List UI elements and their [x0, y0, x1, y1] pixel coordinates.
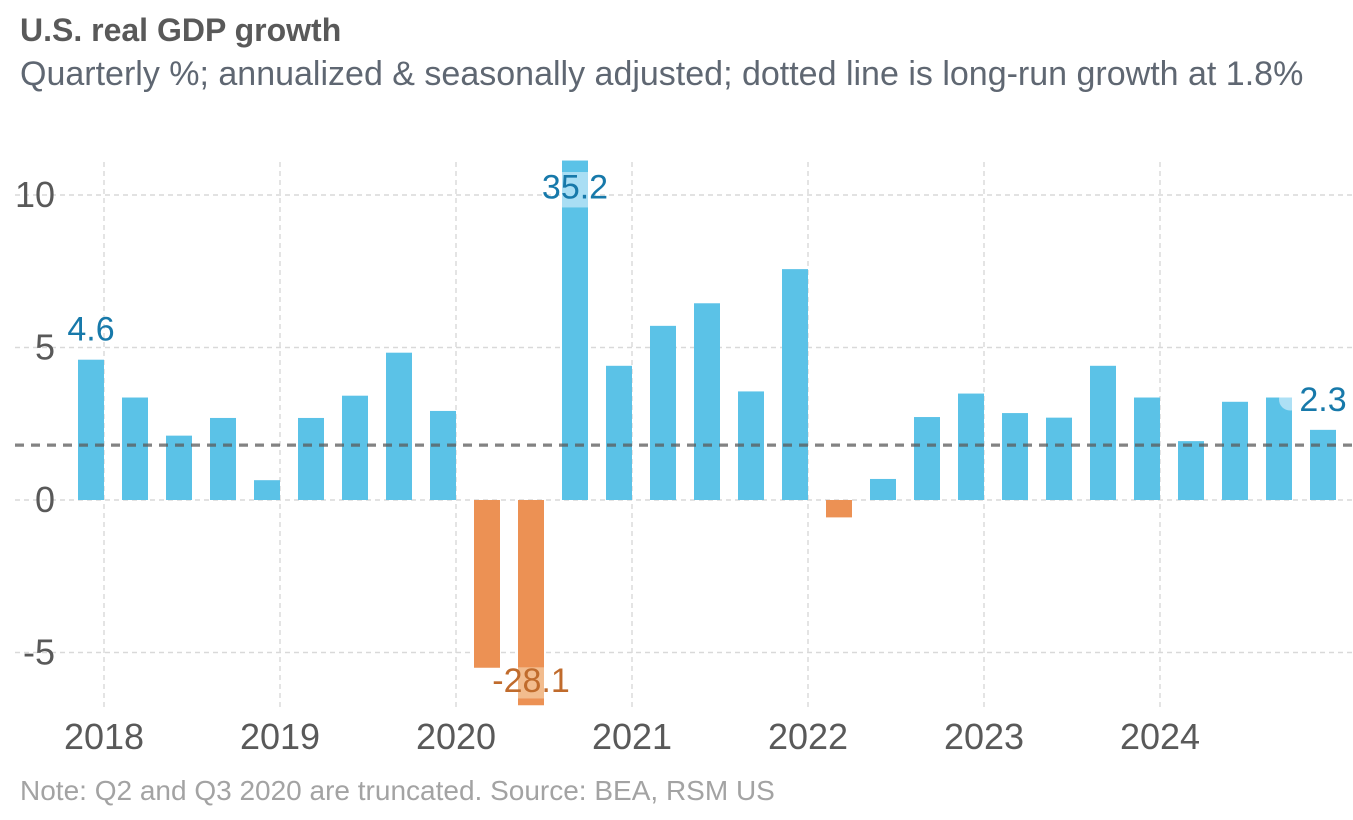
svg-text:2018: 2018	[64, 716, 144, 757]
svg-text:35.2: 35.2	[542, 169, 608, 207]
svg-text:2023: 2023	[944, 716, 1024, 757]
svg-text:10: 10	[15, 174, 55, 215]
svg-text:4.6: 4.6	[67, 311, 114, 349]
svg-text:-5: -5	[23, 632, 55, 673]
svg-text:5: 5	[35, 327, 55, 368]
svg-text:0: 0	[35, 479, 55, 520]
svg-text:2.3: 2.3	[1299, 381, 1346, 419]
svg-text:2019: 2019	[240, 716, 320, 757]
svg-text:-28.1: -28.1	[492, 662, 570, 700]
svg-text:2020: 2020	[416, 716, 496, 757]
svg-text:2022: 2022	[768, 716, 848, 757]
svg-text:2024: 2024	[1120, 716, 1200, 757]
svg-text:2021: 2021	[592, 716, 672, 757]
